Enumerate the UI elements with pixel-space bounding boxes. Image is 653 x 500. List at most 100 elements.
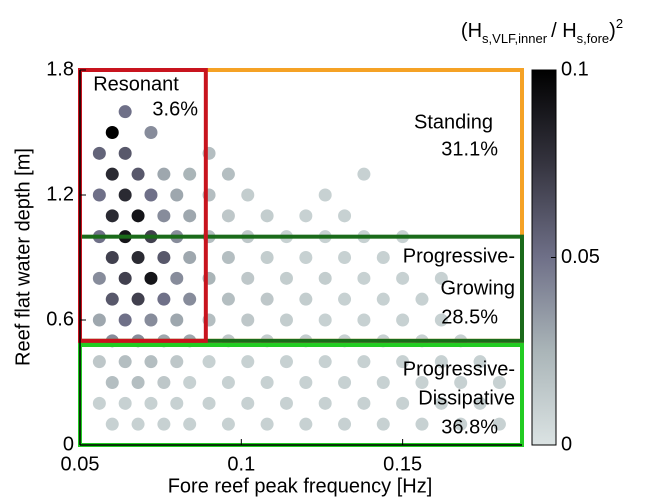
point xyxy=(157,292,171,306)
point xyxy=(202,396,216,410)
point xyxy=(144,271,158,285)
point xyxy=(318,355,332,369)
point xyxy=(241,313,255,327)
point xyxy=(118,105,132,119)
point xyxy=(183,251,197,264)
region-label: Progressive- xyxy=(403,358,515,380)
point xyxy=(241,396,255,410)
point xyxy=(376,417,390,431)
point xyxy=(105,417,119,431)
point xyxy=(376,376,390,389)
point xyxy=(157,417,171,431)
point xyxy=(221,417,235,431)
point xyxy=(183,292,197,306)
point xyxy=(221,376,235,389)
colorbar-tick-label: 0.05 xyxy=(561,246,600,268)
point xyxy=(338,376,352,389)
y-tick-label: 1.2 xyxy=(46,183,74,205)
point xyxy=(299,417,313,431)
point xyxy=(183,209,197,223)
point xyxy=(299,209,313,223)
point xyxy=(318,396,332,410)
point xyxy=(318,271,332,285)
point xyxy=(299,376,313,389)
colorbar-title-part: (H xyxy=(461,20,482,42)
point xyxy=(118,271,132,285)
point xyxy=(241,271,255,285)
point xyxy=(144,396,158,410)
point xyxy=(396,271,410,285)
point xyxy=(221,251,235,264)
point xyxy=(105,376,119,389)
point xyxy=(144,126,158,139)
point xyxy=(170,188,184,202)
point xyxy=(299,292,313,306)
point xyxy=(279,313,293,327)
point xyxy=(357,271,371,285)
colorbar-title-part: ) xyxy=(609,20,616,42)
region-label: Progressive- xyxy=(403,245,515,267)
point xyxy=(241,355,255,369)
point xyxy=(131,417,145,431)
point xyxy=(279,396,293,410)
y-axis-label: Reef flat water depth [m] xyxy=(12,148,34,366)
point xyxy=(105,292,119,306)
point xyxy=(434,271,448,285)
point xyxy=(105,209,119,223)
point xyxy=(279,271,293,285)
point xyxy=(183,417,197,431)
point xyxy=(357,355,371,369)
point xyxy=(118,313,132,327)
point xyxy=(105,167,119,181)
point xyxy=(260,209,274,223)
point xyxy=(376,292,390,306)
point xyxy=(492,417,506,431)
point xyxy=(170,355,184,369)
point xyxy=(473,396,487,410)
point xyxy=(221,292,235,306)
point xyxy=(434,355,448,369)
region-value-label: 28.5% xyxy=(441,306,498,328)
region-value-label: 31.1% xyxy=(441,138,498,160)
point xyxy=(144,313,158,327)
x-tick-label: 0.15 xyxy=(383,453,422,475)
point xyxy=(157,376,171,389)
point xyxy=(170,271,184,285)
y-tick-label: 0 xyxy=(63,433,74,455)
point xyxy=(92,313,106,327)
point xyxy=(492,376,506,389)
point xyxy=(415,417,429,431)
point xyxy=(92,271,106,285)
colorbar-tick-label: 0.1 xyxy=(561,58,589,80)
point xyxy=(338,209,352,223)
point xyxy=(157,251,171,264)
point xyxy=(183,376,197,389)
colorbar-title-part: s,VLF,inner xyxy=(482,31,548,46)
point xyxy=(118,396,132,410)
colorbar-title-part: 2 xyxy=(616,16,623,31)
point xyxy=(434,396,448,410)
point xyxy=(299,251,313,264)
point xyxy=(170,396,184,410)
region-label: Resonant xyxy=(93,73,179,95)
point xyxy=(157,167,171,181)
x-tick-label: 0.05 xyxy=(61,453,100,475)
point xyxy=(131,376,145,389)
point xyxy=(376,251,390,264)
point xyxy=(157,209,171,223)
point xyxy=(338,251,352,264)
point xyxy=(92,188,106,202)
point xyxy=(144,355,158,369)
point xyxy=(396,313,410,327)
point xyxy=(170,313,184,327)
point xyxy=(357,167,371,181)
point xyxy=(241,188,255,202)
colorbar-tick-label: 0 xyxy=(561,433,572,455)
point xyxy=(260,251,274,264)
point xyxy=(454,376,468,389)
point xyxy=(396,396,410,410)
point xyxy=(118,146,132,160)
point xyxy=(415,292,429,306)
point xyxy=(415,376,429,389)
